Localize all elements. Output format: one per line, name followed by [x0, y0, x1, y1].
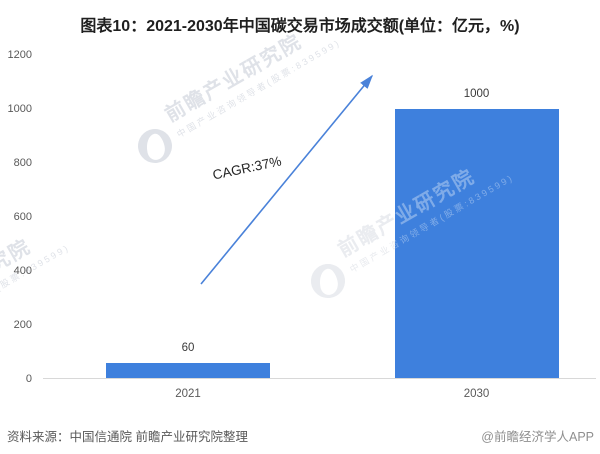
- x-axis-line: [43, 378, 596, 379]
- bar-2030[interactable]: [394, 109, 559, 379]
- plot-area: 前瞻产业研究院 中国产业咨询领导者(股票:839599) 前瞻产业研究院 中国产业咨询…: [0, 0, 600, 420]
- x-tick-2030: 2030: [463, 388, 490, 400]
- bar-2021[interactable]: [106, 362, 270, 379]
- value-label-2030: 1000: [463, 88, 490, 100]
- y-tick-600: 600: [13, 211, 32, 223]
- y-tick-0: 0: [25, 373, 32, 385]
- value-label-2021: 60: [181, 341, 195, 354]
- source-note: 资料来源：中国信通院 前瞻产业研究院整理: [7, 430, 248, 444]
- app-credit: @前瞻经济学人APP: [481, 430, 594, 444]
- y-tick-1000: 1000: [7, 103, 32, 115]
- y-tick-200: 200: [13, 319, 32, 331]
- y-tick-400: 400: [13, 265, 32, 277]
- y-tick-800: 800: [13, 157, 32, 169]
- cagr-trend-arrow: [200, 74, 374, 285]
- chart-title: 图表10：2021-2030年中国碳交易市场成交额(单位：亿元，%): [80, 18, 520, 35]
- y-tick-1200: 1200: [7, 49, 32, 61]
- x-tick-2021: 2021: [175, 388, 201, 400]
